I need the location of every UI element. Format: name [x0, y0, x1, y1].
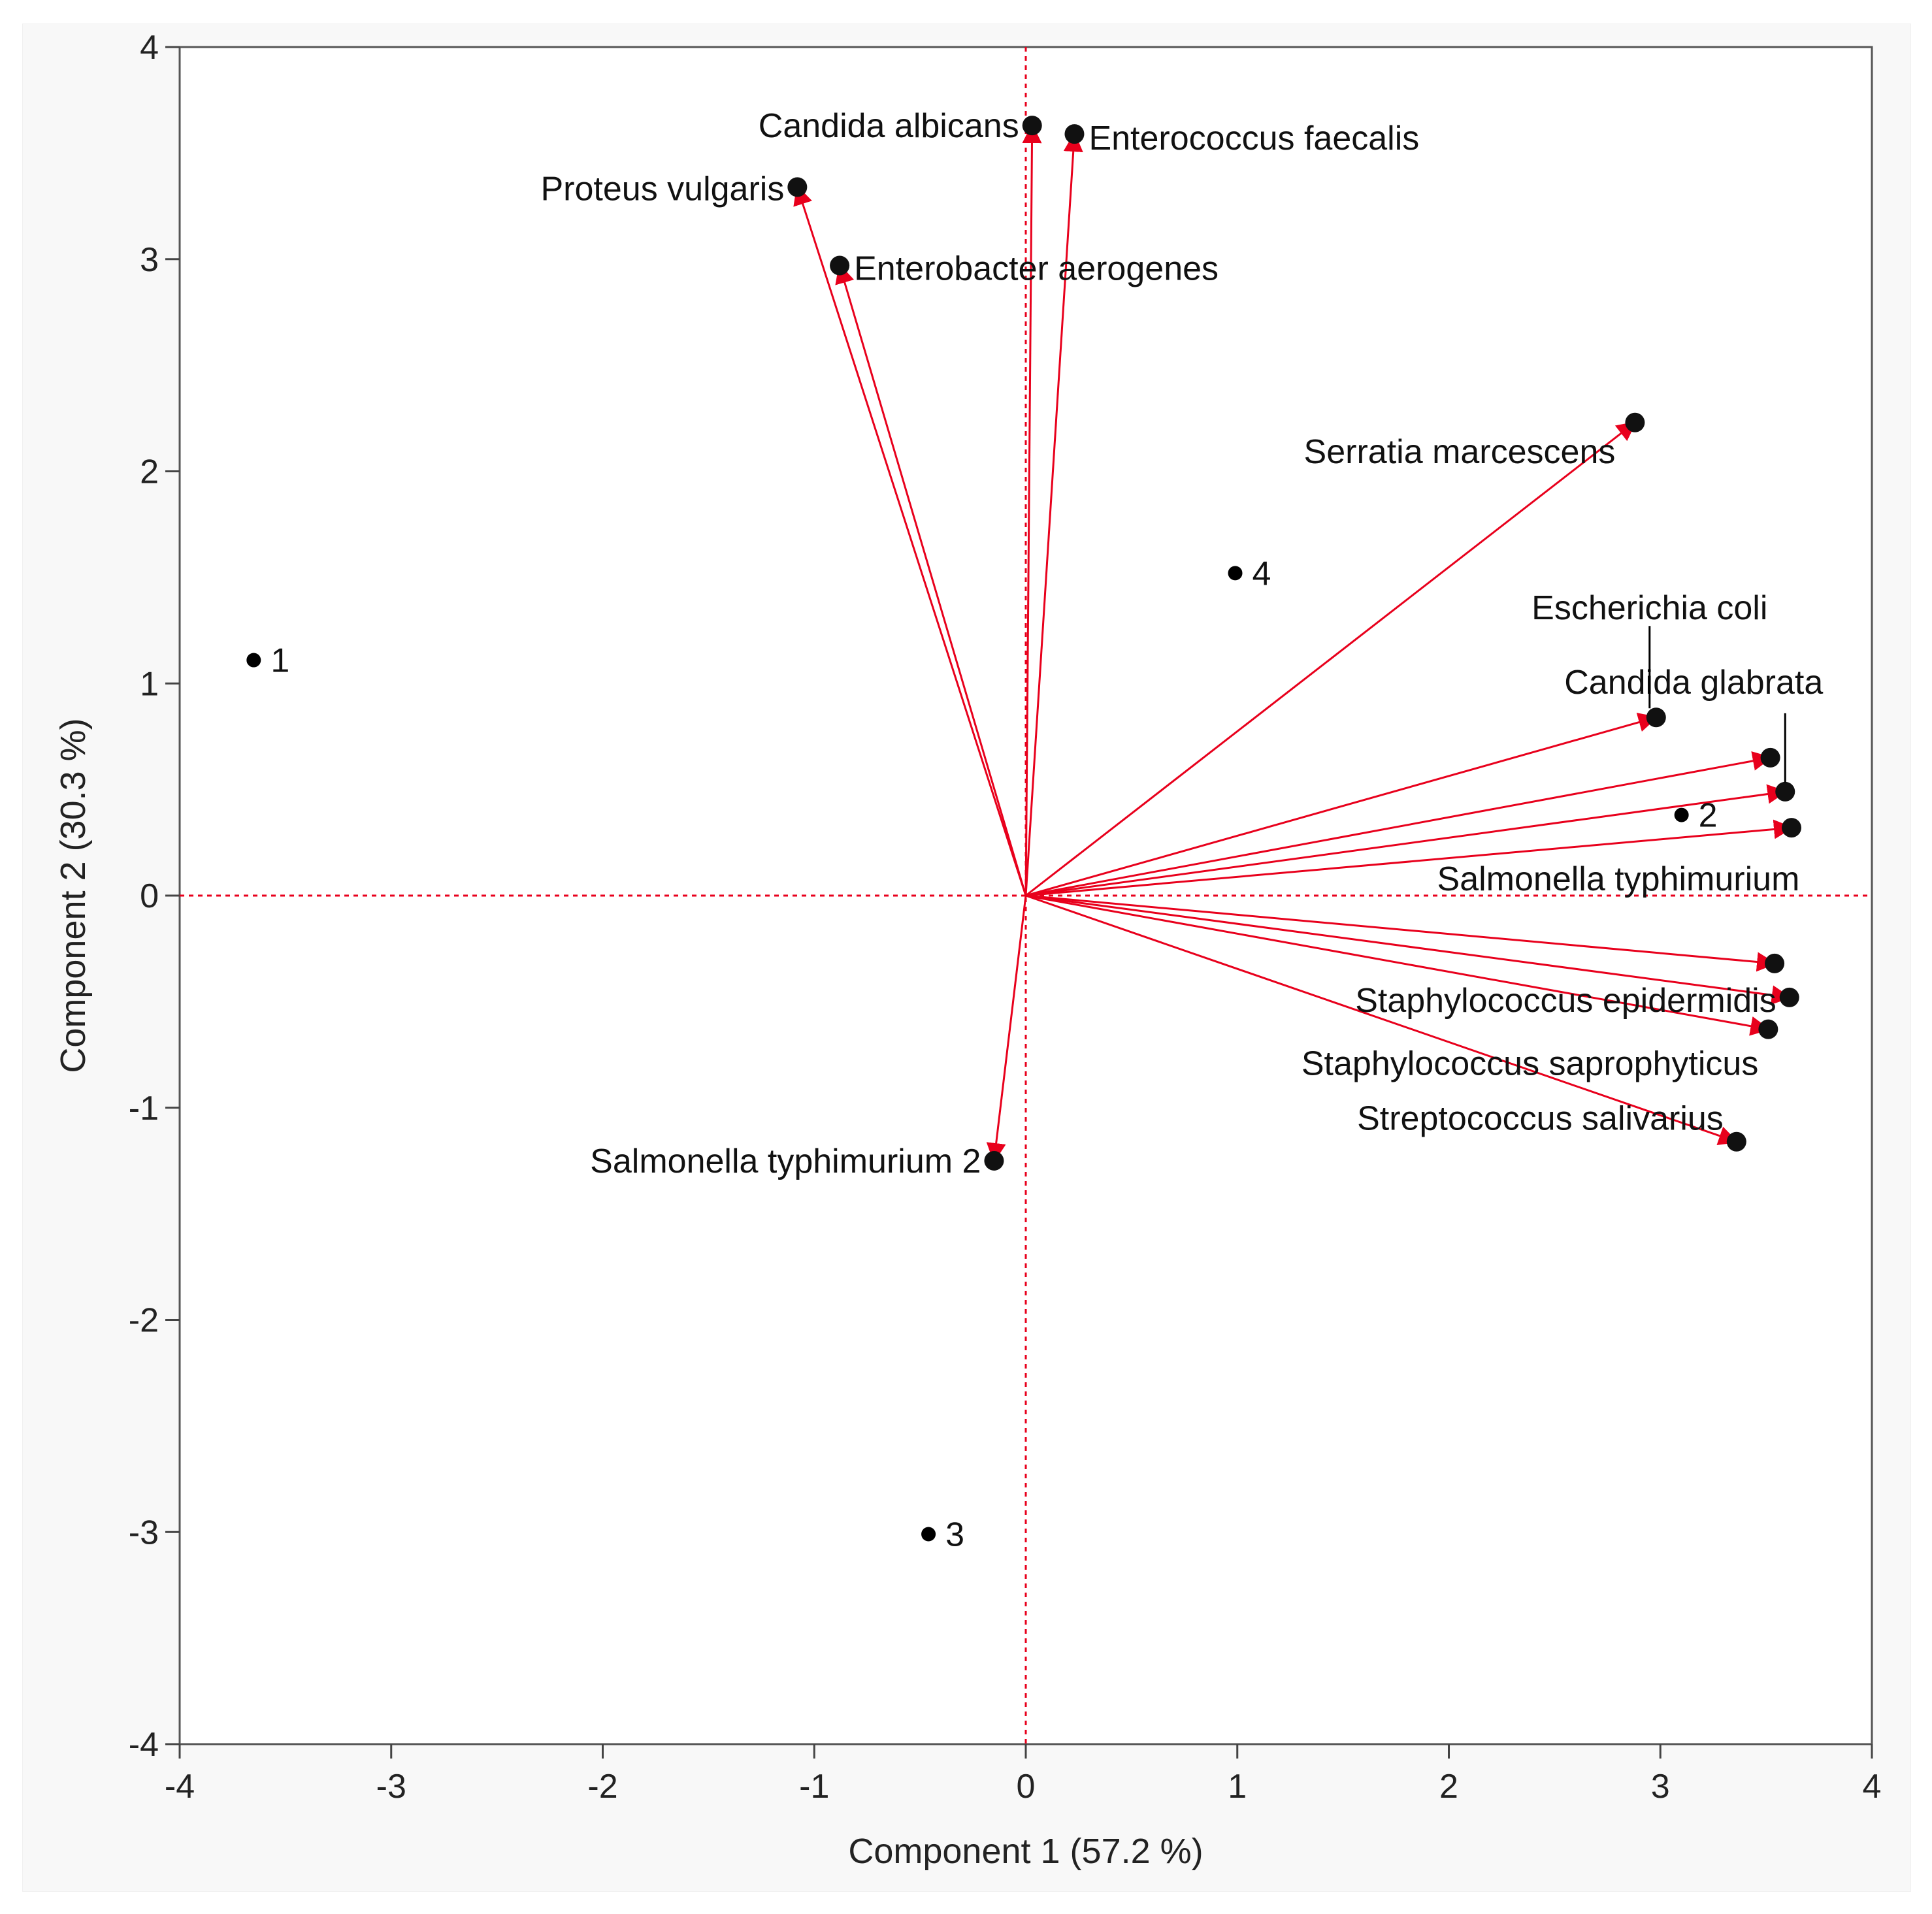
loading-point-7 — [1760, 747, 1780, 768]
observation-point-3 — [1228, 566, 1243, 581]
loading-vector-7 — [1025, 751, 1773, 897]
x-tick-label-5: 1 — [1228, 1768, 1247, 1806]
observation-point-1 — [1674, 807, 1689, 822]
x-tick-label-3: -1 — [799, 1768, 829, 1806]
loading-vector-12 — [1025, 894, 1739, 1146]
loading-vector-0 — [1022, 123, 1042, 896]
loading-point-0 — [1022, 116, 1042, 136]
x-tick-label-7: 3 — [1651, 1768, 1670, 1806]
loading-point-4 — [1625, 412, 1645, 432]
loading-vector-4 — [1025, 421, 1637, 897]
loading-point-11 — [1758, 1019, 1778, 1039]
observation-label-2: 3 — [945, 1516, 964, 1553]
loading-label-11: Staphylococcus saprophyticus — [1302, 1045, 1759, 1083]
y-tick-label-3: -1 — [129, 1090, 159, 1127]
loading-label-0: Candida albicans — [759, 107, 1019, 145]
observation-label-1: 2 — [1699, 797, 1718, 835]
loading-point-8 — [1781, 818, 1801, 838]
loading-point-1 — [1064, 124, 1085, 144]
loading-label-10: Staphylococcus epidermidis — [1355, 982, 1776, 1020]
x-tick-label-6: 2 — [1439, 1768, 1458, 1806]
loading-point-6 — [1775, 781, 1795, 802]
x-tick-label-2: -2 — [587, 1768, 617, 1806]
chart-frame: -4 -3 -2 -1 0 1 2 3 4 -4 -3 -2 -1 0 1 2 3 4 1 2 3 4 Candida a… — [22, 24, 1911, 1892]
x-tick-label-1: -3 — [376, 1768, 406, 1806]
loading-vector-5 — [1025, 713, 1658, 897]
y-tick-label-2: -2 — [129, 1302, 159, 1340]
loading-point-3 — [830, 255, 850, 276]
y-tick-label-1: -3 — [129, 1514, 159, 1551]
y-axis-title: Component 2 (30.3 %) — [54, 718, 93, 1073]
observation-point-2 — [921, 1527, 936, 1542]
loading-label-6: Candida glabrata — [1564, 664, 1823, 702]
y-tick-label-7: 3 — [140, 241, 159, 279]
loading-vector-6 — [1025, 784, 1788, 897]
loading-vector-1 — [1024, 132, 1083, 896]
loading-label-3: Enterobacter aerogenes — [854, 250, 1219, 287]
loading-vector-9 — [1025, 894, 1777, 972]
loading-vector-11 — [1025, 894, 1771, 1036]
x-tick-label-8: 4 — [1863, 1768, 1882, 1806]
loading-label-4: Serratia marcescens — [1304, 433, 1616, 471]
loading-vector-13 — [986, 895, 1027, 1163]
y-tick-label-5: 1 — [140, 665, 159, 703]
loading-vector-3 — [835, 263, 1027, 896]
loading-label-12: Streptococcus salivarius — [1357, 1100, 1724, 1138]
loading-label-5: Escherichia coli — [1531, 589, 1767, 627]
loading-vector-2 — [793, 185, 1027, 896]
loading-point-13 — [984, 1150, 1004, 1171]
y-tick-label-4: 0 — [140, 877, 159, 915]
loading-point-10 — [1779, 987, 1799, 1007]
loading-point-12 — [1726, 1131, 1746, 1152]
y-tick-label-8: 4 — [140, 29, 159, 67]
loading-label-1: Enterococcus faecalis — [1089, 120, 1419, 157]
loading-label-2: Proteus vulgaris — [541, 170, 785, 208]
observation-label-0: 1 — [270, 642, 289, 680]
x-axis-title: Component 1 (57.2 %) — [848, 1832, 1203, 1871]
loading-vector-10 — [1025, 894, 1792, 1005]
observation-point-0 — [246, 653, 261, 668]
x-tick-label-0: -4 — [165, 1768, 195, 1806]
y-tick-label-0: -4 — [129, 1726, 159, 1764]
loading-label-8: Salmonella typhimurium — [1437, 860, 1800, 898]
loading-point-9 — [1765, 953, 1785, 973]
loading-point-5 — [1646, 707, 1666, 728]
y-tick-label-6: 2 — [140, 453, 159, 491]
loading-label-13: Salmonella typhimurium 2 — [590, 1143, 981, 1180]
loading-point-2 — [787, 177, 808, 197]
observation-label-3: 4 — [1253, 555, 1271, 592]
biplot-chart: -4 -3 -2 -1 0 1 2 3 4 -4 -3 -2 -1 0 1 2 3 4 1 2 3 4 Candida a… — [54, 29, 1882, 1871]
loading-vector-8 — [1025, 819, 1793, 897]
x-tick-label-4: 0 — [1017, 1768, 1036, 1806]
